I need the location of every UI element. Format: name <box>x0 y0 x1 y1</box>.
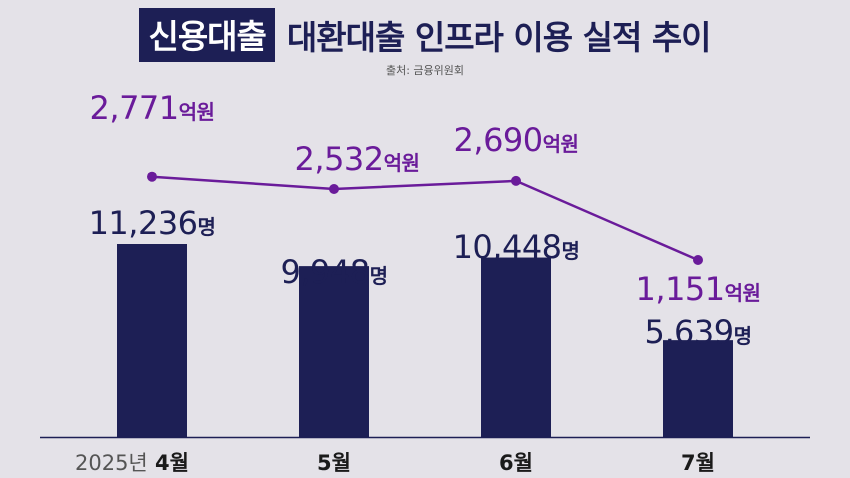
bar <box>117 244 187 437</box>
bar-value-label: 11,236명 <box>89 204 216 242</box>
x-tick-label: 7월 <box>681 451 715 475</box>
source-note: 출처: 금융위원회 <box>385 64 465 77</box>
line-point <box>693 255 703 265</box>
x-tick-label: 2025년 4월 <box>75 451 189 475</box>
line-series <box>151 175 699 262</box>
chart-title: 신용대출 대환대출 인프라 이용 실적 추이 <box>0 8 850 62</box>
line-value-label: 1,151억원 <box>636 270 761 308</box>
line-point <box>511 175 521 186</box>
bar-value-label: 10,448명 <box>453 228 580 266</box>
bar <box>299 266 369 437</box>
x-tick-label: 5월 <box>317 451 351 475</box>
line-value-label: 2,690억원 <box>454 121 579 159</box>
x-tick-label: 6월 <box>499 451 533 475</box>
bar-value-label: 5,639명 <box>644 313 751 351</box>
line-value-label: 2,532억원 <box>295 140 420 178</box>
bar-value-label: 9,948명 <box>280 253 387 291</box>
line-value-label: 2,771억원 <box>90 89 215 127</box>
bar <box>663 340 733 437</box>
line-point <box>329 184 339 194</box>
title-main: 대환대출 인프라 이용 실적 추이 <box>286 18 712 57</box>
line-point <box>147 171 157 182</box>
title-highlight: 신용대출 <box>139 8 275 62</box>
bar <box>481 257 551 437</box>
